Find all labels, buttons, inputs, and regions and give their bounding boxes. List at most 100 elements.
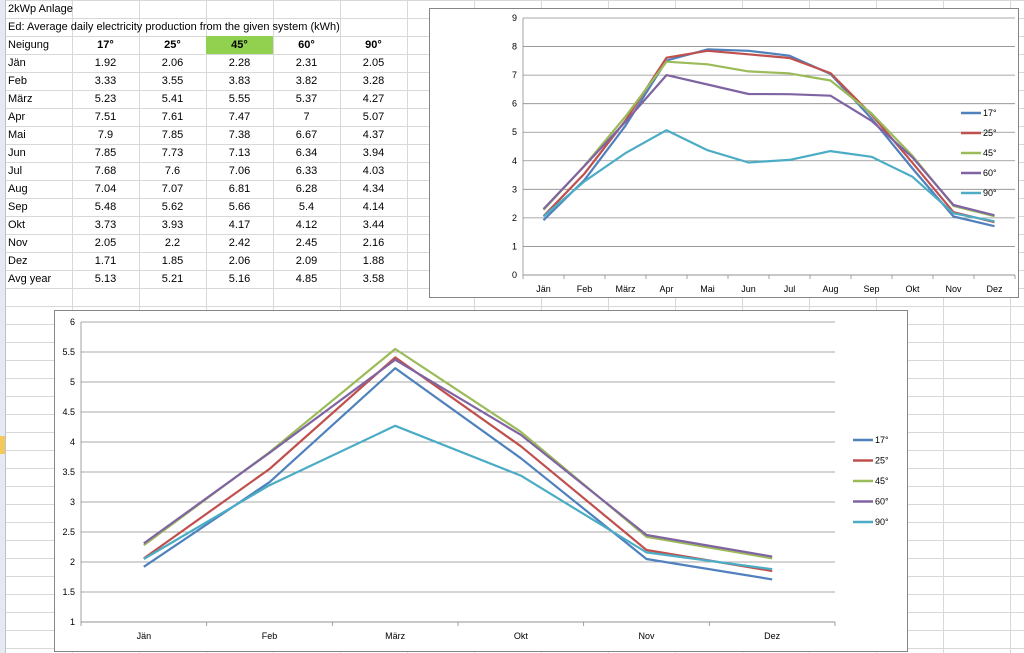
angle-header-cell[interactable]: 45° — [206, 36, 273, 54]
value-cell[interactable]: 2.09 — [295, 255, 318, 267]
value-cell[interactable]: 3.58 — [362, 273, 385, 285]
value-cell[interactable]: 7.68 — [94, 165, 117, 177]
value-cell[interactable]: 4.12 — [295, 219, 318, 231]
table-row: März 5.23 5.41 5.55 5.37 4.27 — [5, 90, 407, 108]
row-label-cell[interactable]: Jul — [8, 165, 23, 177]
value-cell[interactable]: 4.03 — [362, 165, 385, 177]
legend-label: 60° — [875, 497, 889, 507]
value-cell[interactable]: 7.6 — [164, 165, 181, 177]
value-cell[interactable]: 7.9 — [97, 129, 114, 141]
value-cell[interactable]: 3.83 — [228, 75, 251, 87]
value-cell[interactable]: 2.05 — [94, 237, 117, 249]
value-cell[interactable]: 6.28 — [295, 183, 318, 195]
value-cell[interactable]: 2.28 — [228, 57, 251, 69]
value-cell[interactable]: 1.85 — [161, 255, 184, 267]
value-cell[interactable]: 5.55 — [228, 93, 251, 105]
value-cell[interactable]: 4.85 — [295, 273, 318, 285]
value-cell[interactable]: 7.73 — [161, 147, 184, 159]
value-cell[interactable]: 5.66 — [228, 201, 251, 213]
row-label-cell[interactable]: Jän — [8, 57, 26, 69]
x-tick-label: Jän — [536, 284, 551, 294]
row-label-cell[interactable]: Mai — [8, 129, 26, 141]
row-label-cell[interactable]: März — [8, 93, 33, 105]
value-cell[interactable]: 3.44 — [362, 219, 385, 231]
value-cell[interactable]: 7.85 — [161, 129, 184, 141]
value-cell[interactable]: 3.55 — [161, 75, 184, 87]
row-label-cell[interactable]: Okt — [8, 219, 26, 231]
value-cell[interactable]: 5.48 — [94, 201, 117, 213]
value-cell[interactable]: 5.13 — [94, 273, 117, 285]
value-cell[interactable]: 3.82 — [295, 75, 318, 87]
value-cell[interactable]: 2.06 — [161, 57, 184, 69]
value-cell[interactable]: 7.38 — [228, 129, 251, 141]
row-label-cell[interactable]: Dez — [8, 255, 28, 267]
value-cell[interactable]: 3.28 — [362, 75, 385, 87]
value-cell[interactable]: 5.23 — [94, 93, 117, 105]
value-cell[interactable]: 6.67 — [295, 129, 318, 141]
row-label-cell[interactable]: Sep — [8, 201, 28, 213]
y-tick-label: 2 — [70, 557, 75, 567]
value-cell[interactable]: 5.62 — [161, 201, 184, 213]
value-cell[interactable]: 5.16 — [228, 273, 251, 285]
value-cell[interactable]: 3.33 — [94, 75, 117, 87]
value-cell[interactable]: 7.07 — [161, 183, 184, 195]
value-cell[interactable]: 7.06 — [228, 165, 251, 177]
value-cell[interactable]: 7.61 — [161, 111, 184, 123]
value-cell[interactable]: 5.37 — [295, 93, 318, 105]
value-cell[interactable]: 3.94 — [362, 147, 385, 159]
value-cell[interactable]: 1.71 — [94, 255, 117, 267]
value-cell[interactable]: 3.93 — [161, 219, 184, 231]
row-label-cell[interactable]: Aug — [8, 183, 28, 195]
value-cell[interactable]: 4.34 — [362, 183, 385, 195]
value-cell[interactable]: 5.21 — [161, 273, 184, 285]
y-tick-label: 1 — [512, 241, 517, 251]
x-tick-label: Okt — [905, 284, 920, 294]
value-cell[interactable]: 2.31 — [295, 57, 318, 69]
table-header-row: Neigung 17° 25° 45° 60° 90° — [5, 36, 407, 54]
series-line — [143, 358, 773, 558]
angle-header-cell[interactable]: 17° — [97, 39, 114, 51]
value-cell[interactable]: 2.45 — [295, 237, 318, 249]
value-cell[interactable]: 6.33 — [295, 165, 318, 177]
value-cell[interactable]: 5.4 — [298, 201, 315, 213]
row-label-cell[interactable]: Apr — [8, 111, 26, 123]
chart-monthly-all[interactable]: 0 1 2 3 4 5 6 7 8 9 Jän Feb März Apr Mai Jun Jul Aug Sep Ok… — [429, 8, 1019, 298]
row-label-cell[interactable]: Avg year — [8, 273, 52, 285]
value-cell[interactable]: 2.06 — [228, 255, 251, 267]
value-cell[interactable]: 7.51 — [94, 111, 117, 123]
value-cell[interactable]: 1.88 — [362, 255, 385, 267]
y-tick-label: 3 — [70, 497, 75, 507]
row-label-cell[interactable]: Jun — [8, 147, 26, 159]
value-cell[interactable]: 6.34 — [295, 147, 318, 159]
value-cell[interactable]: 4.37 — [362, 129, 385, 141]
row-label-cell[interactable]: Nov — [8, 237, 28, 249]
value-cell[interactable]: 6.81 — [228, 183, 251, 195]
angle-header-cell[interactable]: 90° — [365, 39, 382, 51]
value-cell[interactable]: 7.13 — [228, 147, 251, 159]
value-cell[interactable]: 7 — [303, 111, 310, 123]
sheet-subtitle[interactable]: Ed: Average daily electricity production… — [8, 21, 340, 33]
value-cell[interactable]: 2.2 — [164, 237, 181, 249]
value-cell[interactable]: 7.85 — [94, 147, 117, 159]
value-cell[interactable]: 2.42 — [228, 237, 251, 249]
value-cell[interactable]: 7.04 — [94, 183, 117, 195]
row-label-cell[interactable]: Feb — [8, 75, 27, 87]
y-tick-label: 2 — [512, 213, 517, 223]
chart-selected-months[interactable]: 1 1.5 2 2.5 3 3.5 4 4.5 5 5.5 6 Jän Feb März Okt Nov Dez… — [54, 310, 908, 652]
header-label-cell[interactable]: Neigung — [8, 39, 49, 51]
value-cell[interactable]: 2.16 — [362, 237, 385, 249]
angle-header-cell[interactable]: 25° — [164, 39, 181, 51]
value-cell[interactable]: 2.05 — [362, 57, 385, 69]
value-cell[interactable]: 7.47 — [228, 111, 251, 123]
sheet-title[interactable]: 2kWp Anlage — [8, 3, 73, 15]
value-cell[interactable]: 3.73 — [94, 219, 117, 231]
value-cell[interactable]: 4.17 — [228, 219, 251, 231]
value-cell[interactable]: 4.14 — [362, 201, 385, 213]
value-cell[interactable]: 4.27 — [362, 93, 385, 105]
x-tick-label: Dez — [986, 284, 1003, 294]
value-cell[interactable]: 5.07 — [362, 111, 385, 123]
table-row: Apr 7.51 7.61 7.47 7 5.07 — [5, 108, 407, 126]
value-cell[interactable]: 1.92 — [94, 57, 117, 69]
angle-header-cell[interactable]: 60° — [298, 39, 315, 51]
value-cell[interactable]: 5.41 — [161, 93, 184, 105]
